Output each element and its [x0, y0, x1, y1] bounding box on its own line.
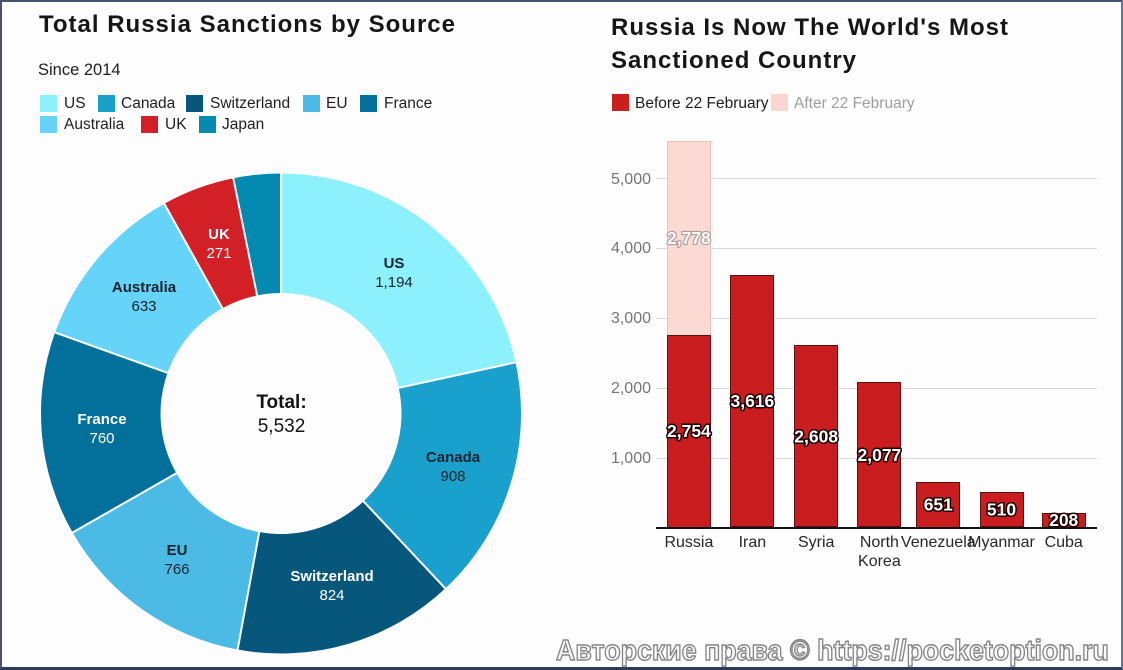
- svg-text:208: 208: [1049, 510, 1078, 530]
- svg-text:2,077: 2,077: [858, 445, 902, 465]
- svg-text:2,608: 2,608: [794, 426, 838, 446]
- svg-text:651: 651: [924, 495, 953, 515]
- svg-text:2,778: 2,778: [667, 228, 711, 248]
- svg-text:510: 510: [987, 500, 1016, 520]
- svg-text:2,754: 2,754: [667, 421, 711, 441]
- svg-text:3,616: 3,616: [731, 391, 775, 411]
